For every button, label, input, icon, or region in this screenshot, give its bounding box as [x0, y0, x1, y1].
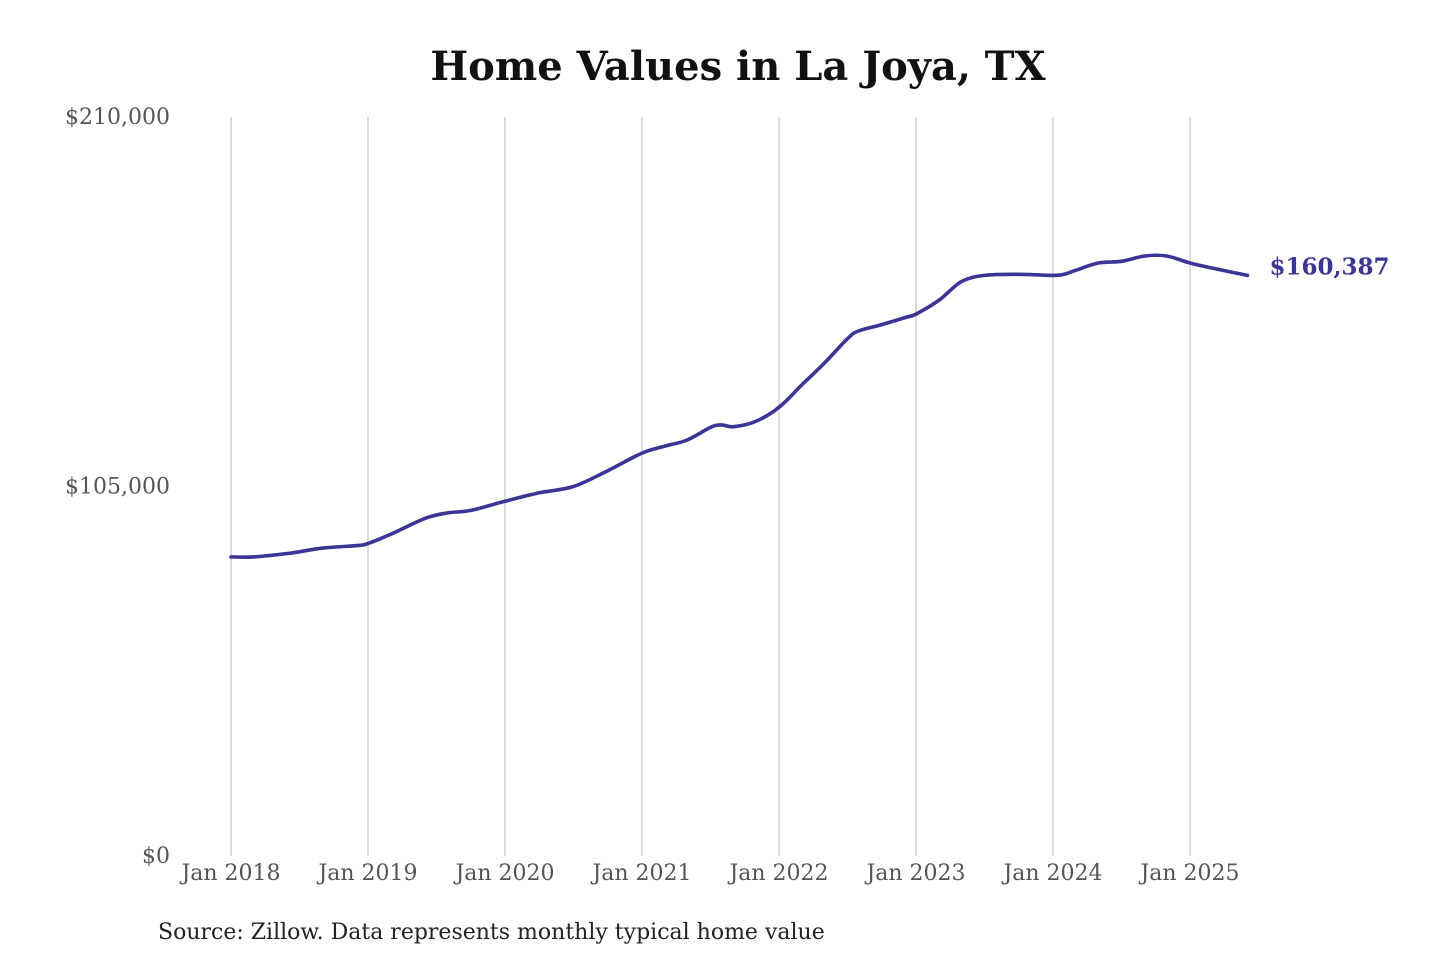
- x-tick-label: Jan 2022: [727, 861, 828, 886]
- series-layer: $160,387: [229, 253, 1390, 559]
- x-tick-label: Jan 2025: [1138, 861, 1239, 886]
- y-tick-label: $105,000: [65, 475, 170, 500]
- y-tick-label: $0: [142, 844, 170, 869]
- gridlines: [230, 117, 1191, 856]
- y-tick-label: $210,000: [65, 105, 170, 130]
- x-axis-ticks: Jan 2018 Jan 2019 Jan 2020 Jan 2021 Jan 2022…: [179, 861, 1239, 886]
- x-tick-label: Jan 2024: [1001, 861, 1102, 886]
- end-value-label: $160,387: [1270, 253, 1390, 280]
- x-tick-label: Jan 2018: [179, 861, 280, 886]
- x-tick-label: Jan 2023: [864, 861, 965, 886]
- source-note: Source: Zillow. Data represents monthly …: [158, 920, 825, 945]
- x-tick-label: Jan 2020: [453, 861, 554, 886]
- x-tick-label: Jan 2019: [316, 861, 417, 886]
- series-line: [229, 253, 1250, 559]
- x-tick-label: Jan 2021: [590, 861, 691, 886]
- chart-title: Home Values in La Joya, TX: [430, 43, 1045, 90]
- y-axis-ticks: $0 $105,000 $210,000: [65, 105, 170, 869]
